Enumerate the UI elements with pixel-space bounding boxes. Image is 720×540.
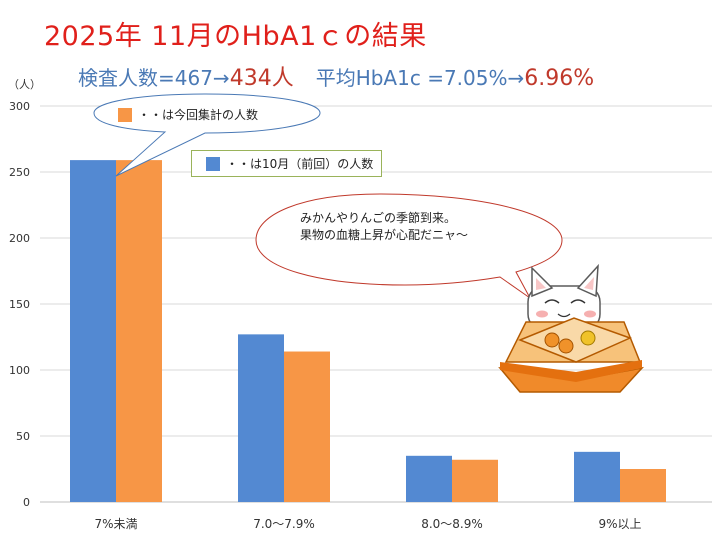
y-tick-label: 100 [9, 364, 30, 377]
bar-previous [70, 160, 116, 502]
bar-current [116, 160, 162, 502]
cat-kotatsu-illustration [498, 263, 645, 393]
subtitle-avg-value: 6.96% [524, 66, 595, 91]
bar-previous [406, 455, 452, 502]
y-tick-label: 200 [9, 232, 30, 245]
x-tick-label: 7%未満 [94, 517, 137, 531]
legend-current-swatch [118, 107, 132, 122]
bar-current [284, 351, 330, 502]
plot-area: 0 50 100 150 200 250 300 7%未満 7.0〜7.9% 8.0〜8.9% 9%… [9, 100, 712, 531]
legend-previous-label: ・・は10月（前回）の人数 [226, 157, 374, 171]
y-tick-label: 50 [16, 430, 30, 443]
y-tick-label: 150 [9, 298, 30, 311]
chart-subtitle: 検査人数=467→434人 平均HbA1c =7.05%→6.96% [78, 60, 594, 92]
legend-callout-bubble [93, 93, 321, 177]
legend-previous-swatch [206, 156, 220, 171]
bar-previous [574, 451, 620, 502]
y-tick-label: 0 [23, 496, 30, 509]
cat-speech-line-2: 果物の血糖上昇が心配だニャ〜 [300, 228, 469, 242]
y-tick-label: 300 [9, 100, 30, 113]
legend-current-label: ・・は今回集計の人数 [138, 108, 259, 122]
y-axis-unit: （人） [8, 78, 41, 91]
subtitle-count-value: 434人 [229, 66, 294, 91]
subtitle-count-label: 検査人数=467→ [78, 66, 230, 90]
cat-speech-text: みかんやりんごの季節到来。 果物の血糖上昇が心配だニャ〜 [300, 210, 468, 244]
x-tick-label: 8.0〜8.9% [421, 517, 483, 531]
bar-previous [238, 334, 284, 502]
subtitle-avg-label: 平均HbA1c =7.05%→ [315, 66, 525, 90]
cat-speech-bubble [255, 193, 563, 299]
bar-current [452, 459, 498, 502]
bar-current [620, 469, 666, 502]
x-tick-label: 9%以上 [598, 517, 641, 531]
legend-current: ・・は今回集計の人数 [118, 106, 258, 123]
x-tick-label: 7.0〜7.9% [253, 517, 315, 531]
legend-previous: ・・は10月（前回）の人数 [191, 150, 383, 177]
cat-speech-line-1: みかんやりんごの季節到来。 [300, 211, 457, 225]
y-tick-label: 250 [9, 166, 30, 179]
chart-title: 2025年 11月のHbA1ｃの結果 [44, 21, 427, 52]
